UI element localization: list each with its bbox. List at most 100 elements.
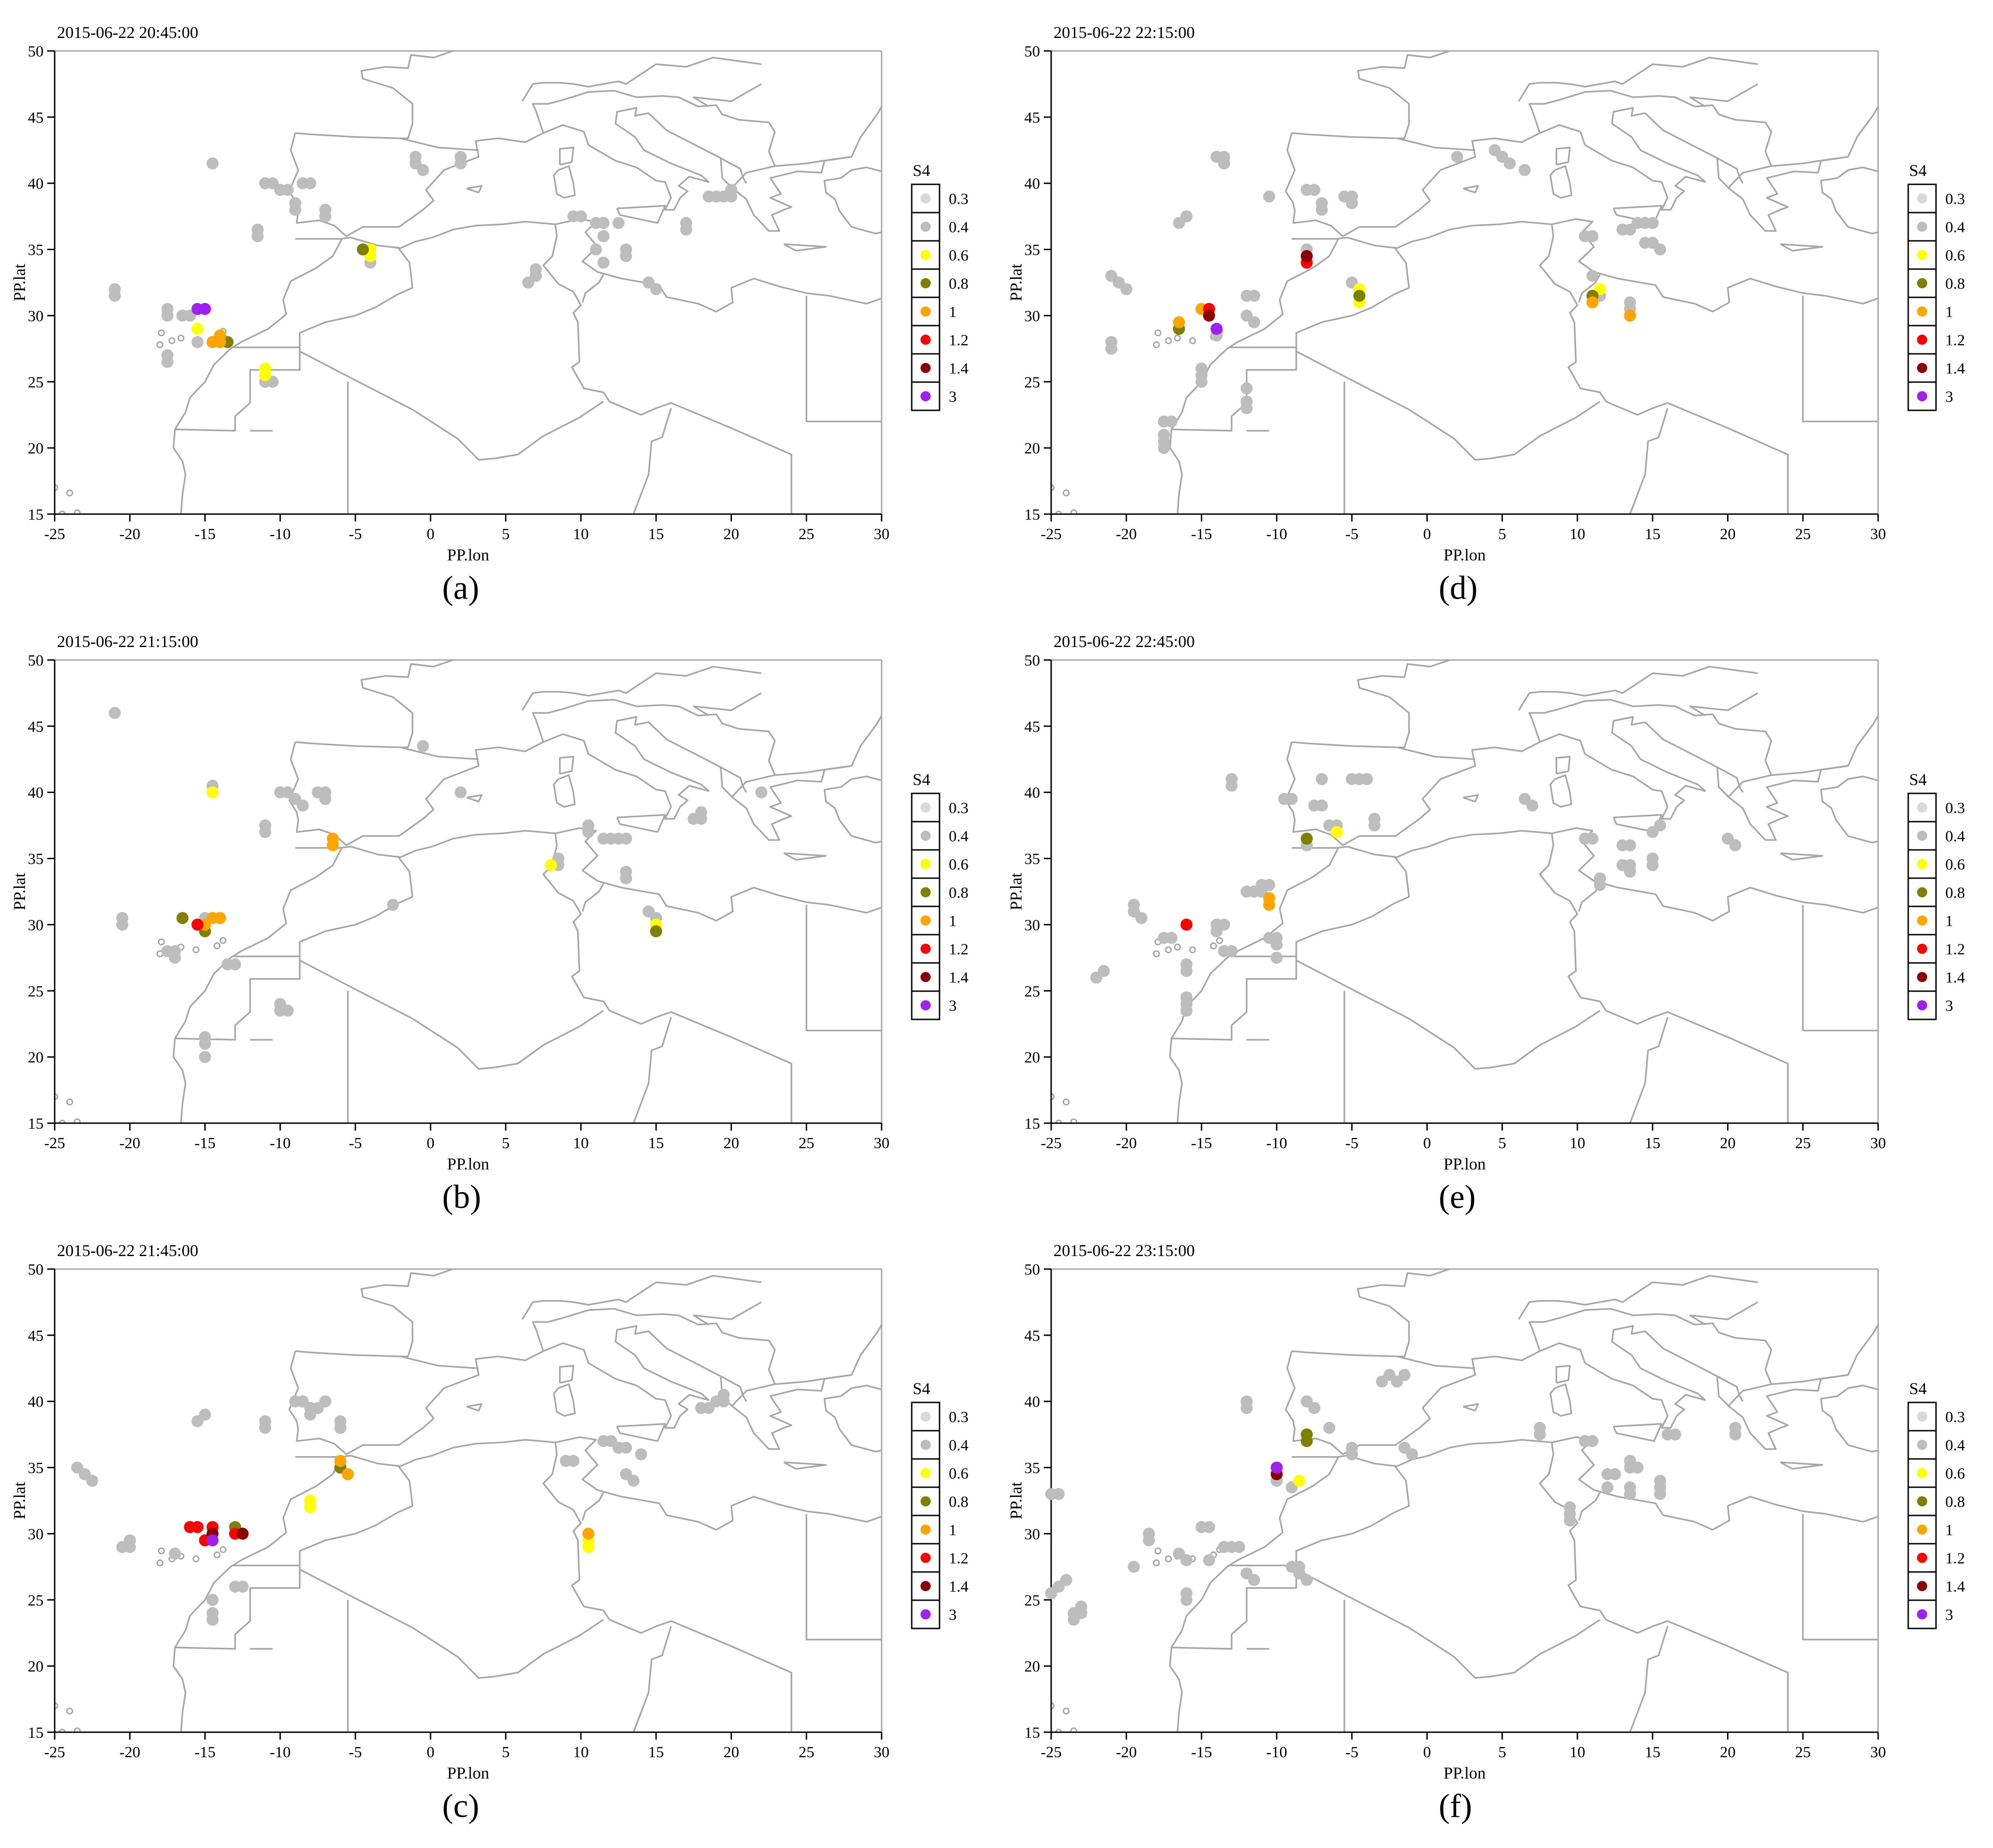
data-point-s4-0.8 <box>650 925 662 937</box>
data-point-s4-0.6 <box>206 786 219 798</box>
y-tick-label: 35 <box>1024 851 1040 868</box>
data-point-s4-0.4 <box>289 203 302 216</box>
x-axis-label: PP.lon <box>1444 1155 1486 1173</box>
data-point-s4-0.4 <box>620 1441 632 1454</box>
data-point-s4-0.4 <box>334 1421 347 1434</box>
data-point-s4-0.4 <box>199 1051 211 1063</box>
legend-label: 1 <box>949 913 957 930</box>
x-tick-label: 15 <box>648 1135 664 1152</box>
data-point-s4-0.4 <box>124 1541 136 1553</box>
x-tick-label: -20 <box>1116 1744 1137 1761</box>
data-point-s4-0.4 <box>86 1475 99 1487</box>
legend-swatch <box>1917 830 1927 841</box>
data-point-s4-0.4 <box>1586 1435 1599 1447</box>
legend-label: 1.2 <box>1945 1550 1965 1567</box>
x-tick-label: -5 <box>1345 1135 1358 1152</box>
data-point-s4-0.4 <box>1120 283 1133 295</box>
data-point-s4-0.8 <box>357 243 369 256</box>
legend-label: 1 <box>1945 1522 1953 1539</box>
data-point-s4-0.4 <box>206 157 219 170</box>
legend-swatch <box>1917 363 1927 373</box>
x-tick-label: 20 <box>723 1135 739 1152</box>
y-tick-label: 20 <box>28 1658 44 1675</box>
data-point-s4-0.4 <box>387 899 399 911</box>
x-tick-label: 10 <box>573 1135 589 1152</box>
x-tick-label: 25 <box>799 1744 814 1761</box>
legend-label: 0.8 <box>949 885 969 902</box>
data-point-s4-0.4 <box>1526 799 1539 812</box>
data-point-s4-0.4 <box>1248 1574 1261 1586</box>
legend-label: 0.6 <box>949 856 969 874</box>
x-tick-label: 20 <box>723 526 739 543</box>
legend-label: 1.2 <box>949 1550 969 1567</box>
data-point-s4-0.4 <box>1233 1541 1245 1553</box>
legend-label: 0.3 <box>1945 1409 1965 1426</box>
axes: -25 -20 -15 -10 -5 0 5 10 15 20 25 30 15 20 25 30 35 40 45… <box>10 1261 889 1782</box>
data-point-s4-0.4 <box>1624 866 1636 878</box>
legend-key-box <box>911 877 940 907</box>
y-tick-label: 25 <box>1024 983 1040 1000</box>
legend-swatch <box>921 391 931 402</box>
legend-label: 0.4 <box>1945 828 1965 845</box>
y-tick-label: 15 <box>1024 1724 1040 1741</box>
data-point-s4-1.2 <box>191 1521 204 1534</box>
data-point-s4-0.4 <box>199 1037 211 1050</box>
data-point-s4-0.4 <box>319 793 332 805</box>
legend-title: S4 <box>1909 770 1927 789</box>
x-tick-label: -5 <box>349 1135 362 1152</box>
x-tick-label: -5 <box>349 526 362 543</box>
data-point-s4-3 <box>1211 323 1223 335</box>
y-tick-label: 20 <box>1024 1658 1040 1675</box>
x-tick-label: -5 <box>349 1744 362 1761</box>
basemap-coastlines <box>55 660 882 1123</box>
axes: -25 -20 -15 -10 -5 0 5 10 15 20 25 30 15 20 25 30 35 40 45… <box>1007 652 1886 1173</box>
data-point-s4-0.4 <box>635 1448 647 1460</box>
x-tick-label: 15 <box>1645 1744 1660 1761</box>
data-point-s4-0.4 <box>1263 190 1275 203</box>
x-tick-label: 30 <box>874 526 889 543</box>
data-point-s4-0.4 <box>1097 965 1110 977</box>
legend-label: 0.6 <box>949 1465 969 1483</box>
data-point-s4-0.4 <box>1308 184 1320 196</box>
y-tick-label: 40 <box>1024 785 1040 802</box>
data-point-s4-1 <box>1586 296 1599 308</box>
legend: S4 0.3 0.4 0.6 0.8 1 1.2 1.4 3 <box>911 1379 969 1629</box>
x-tick-label: -15 <box>195 1135 215 1152</box>
data-point-s4-0.6 <box>259 369 271 381</box>
panel-caption-label: (c) <box>442 1787 479 1824</box>
y-tick-label: 25 <box>1024 1592 1040 1609</box>
x-tick-label: 15 <box>648 526 664 543</box>
legend-title: S4 <box>913 770 930 789</box>
legend-swatch <box>1917 1553 1927 1563</box>
x-tick-label: -10 <box>270 1744 290 1761</box>
data-point-s4-0.4 <box>1564 1514 1576 1527</box>
legend-swatch <box>1917 972 1927 982</box>
legend-swatch <box>1917 1439 1927 1450</box>
data-point-s4-0.4 <box>650 283 662 295</box>
legend-label: 0.4 <box>949 1437 969 1454</box>
legend-label: 0.4 <box>949 219 969 236</box>
legend-swatch <box>921 972 931 982</box>
data-point-s4-0.4 <box>116 918 128 931</box>
data-point-s4-0.4 <box>1165 932 1178 944</box>
data-point-s4-1 <box>341 1468 354 1480</box>
legend: S4 0.3 0.4 0.6 0.8 1 1.2 1.4 3 <box>911 770 969 1020</box>
y-axis-label: PP.lat <box>1007 1482 1025 1519</box>
data-point-s4-0.4 <box>1361 773 1373 786</box>
x-tick-label: 30 <box>1870 526 1886 543</box>
x-tick-label: 25 <box>799 526 814 543</box>
y-tick-label: 15 <box>1024 506 1040 523</box>
legend-swatch <box>1917 887 1927 898</box>
data-point-s4-0.4 <box>1654 1488 1666 1500</box>
y-tick-label: 25 <box>28 374 44 391</box>
x-tick-label: 0 <box>1423 1744 1431 1761</box>
x-tick-label: -10 <box>1266 1744 1287 1761</box>
y-tick-label: 15 <box>28 1115 44 1132</box>
data-point-s4-0.4 <box>417 740 429 752</box>
legend-label: 0.4 <box>1945 219 1965 236</box>
legend-swatch <box>921 306 931 317</box>
data-point-s4-0.4 <box>169 1547 181 1560</box>
pierce-points <box>71 1389 730 1626</box>
legend-label: 1.2 <box>1945 941 1965 958</box>
data-point-s4-0.4 <box>1624 839 1636 851</box>
